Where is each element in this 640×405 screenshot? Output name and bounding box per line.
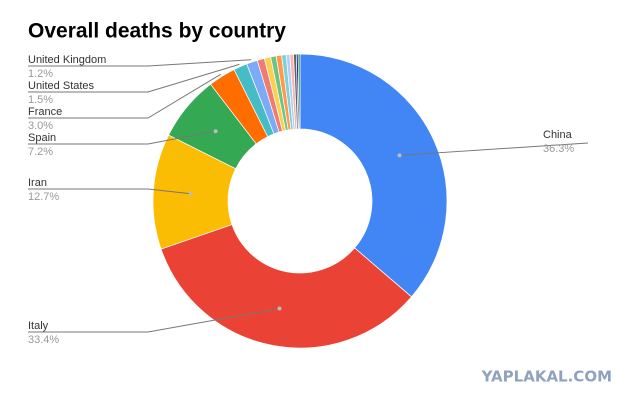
slice-value-label: 7.2% [28, 146, 53, 158]
leader-dot [188, 191, 193, 196]
leader-line [28, 308, 280, 333]
leader-line [28, 130, 216, 145]
slice-value-label: 1.2% [28, 68, 53, 80]
slice-value-label: 1.5% [28, 94, 53, 106]
slice-value-label: 12.7% [28, 191, 59, 203]
leader-dot [213, 129, 218, 134]
slice-value-label: 33.4% [28, 334, 59, 346]
slice [160, 224, 412, 349]
slice-label: China [543, 129, 573, 141]
slice-label: United States [28, 80, 95, 92]
leader-dot [277, 306, 282, 311]
slice-value-label: 36.3% [543, 143, 574, 155]
leader-line [28, 59, 252, 67]
slice-label: France [28, 106, 62, 118]
slice-label: Iran [28, 177, 47, 189]
slice-label: Spain [28, 132, 56, 144]
slice-value-label: 3.0% [28, 120, 53, 132]
leader-dot [397, 153, 402, 158]
leader-line [28, 63, 240, 93]
leader-line [28, 188, 191, 195]
watermark: YAPLAKAL.COM [481, 368, 612, 386]
leader-line [28, 73, 221, 119]
slice [297, 53, 301, 130]
slice-label: United Kingdom [28, 54, 106, 66]
leader-line [399, 142, 589, 156]
slice [299, 53, 448, 298]
slice-label: Italy [28, 320, 49, 332]
chart-title: Overall deaths by country [28, 20, 286, 43]
